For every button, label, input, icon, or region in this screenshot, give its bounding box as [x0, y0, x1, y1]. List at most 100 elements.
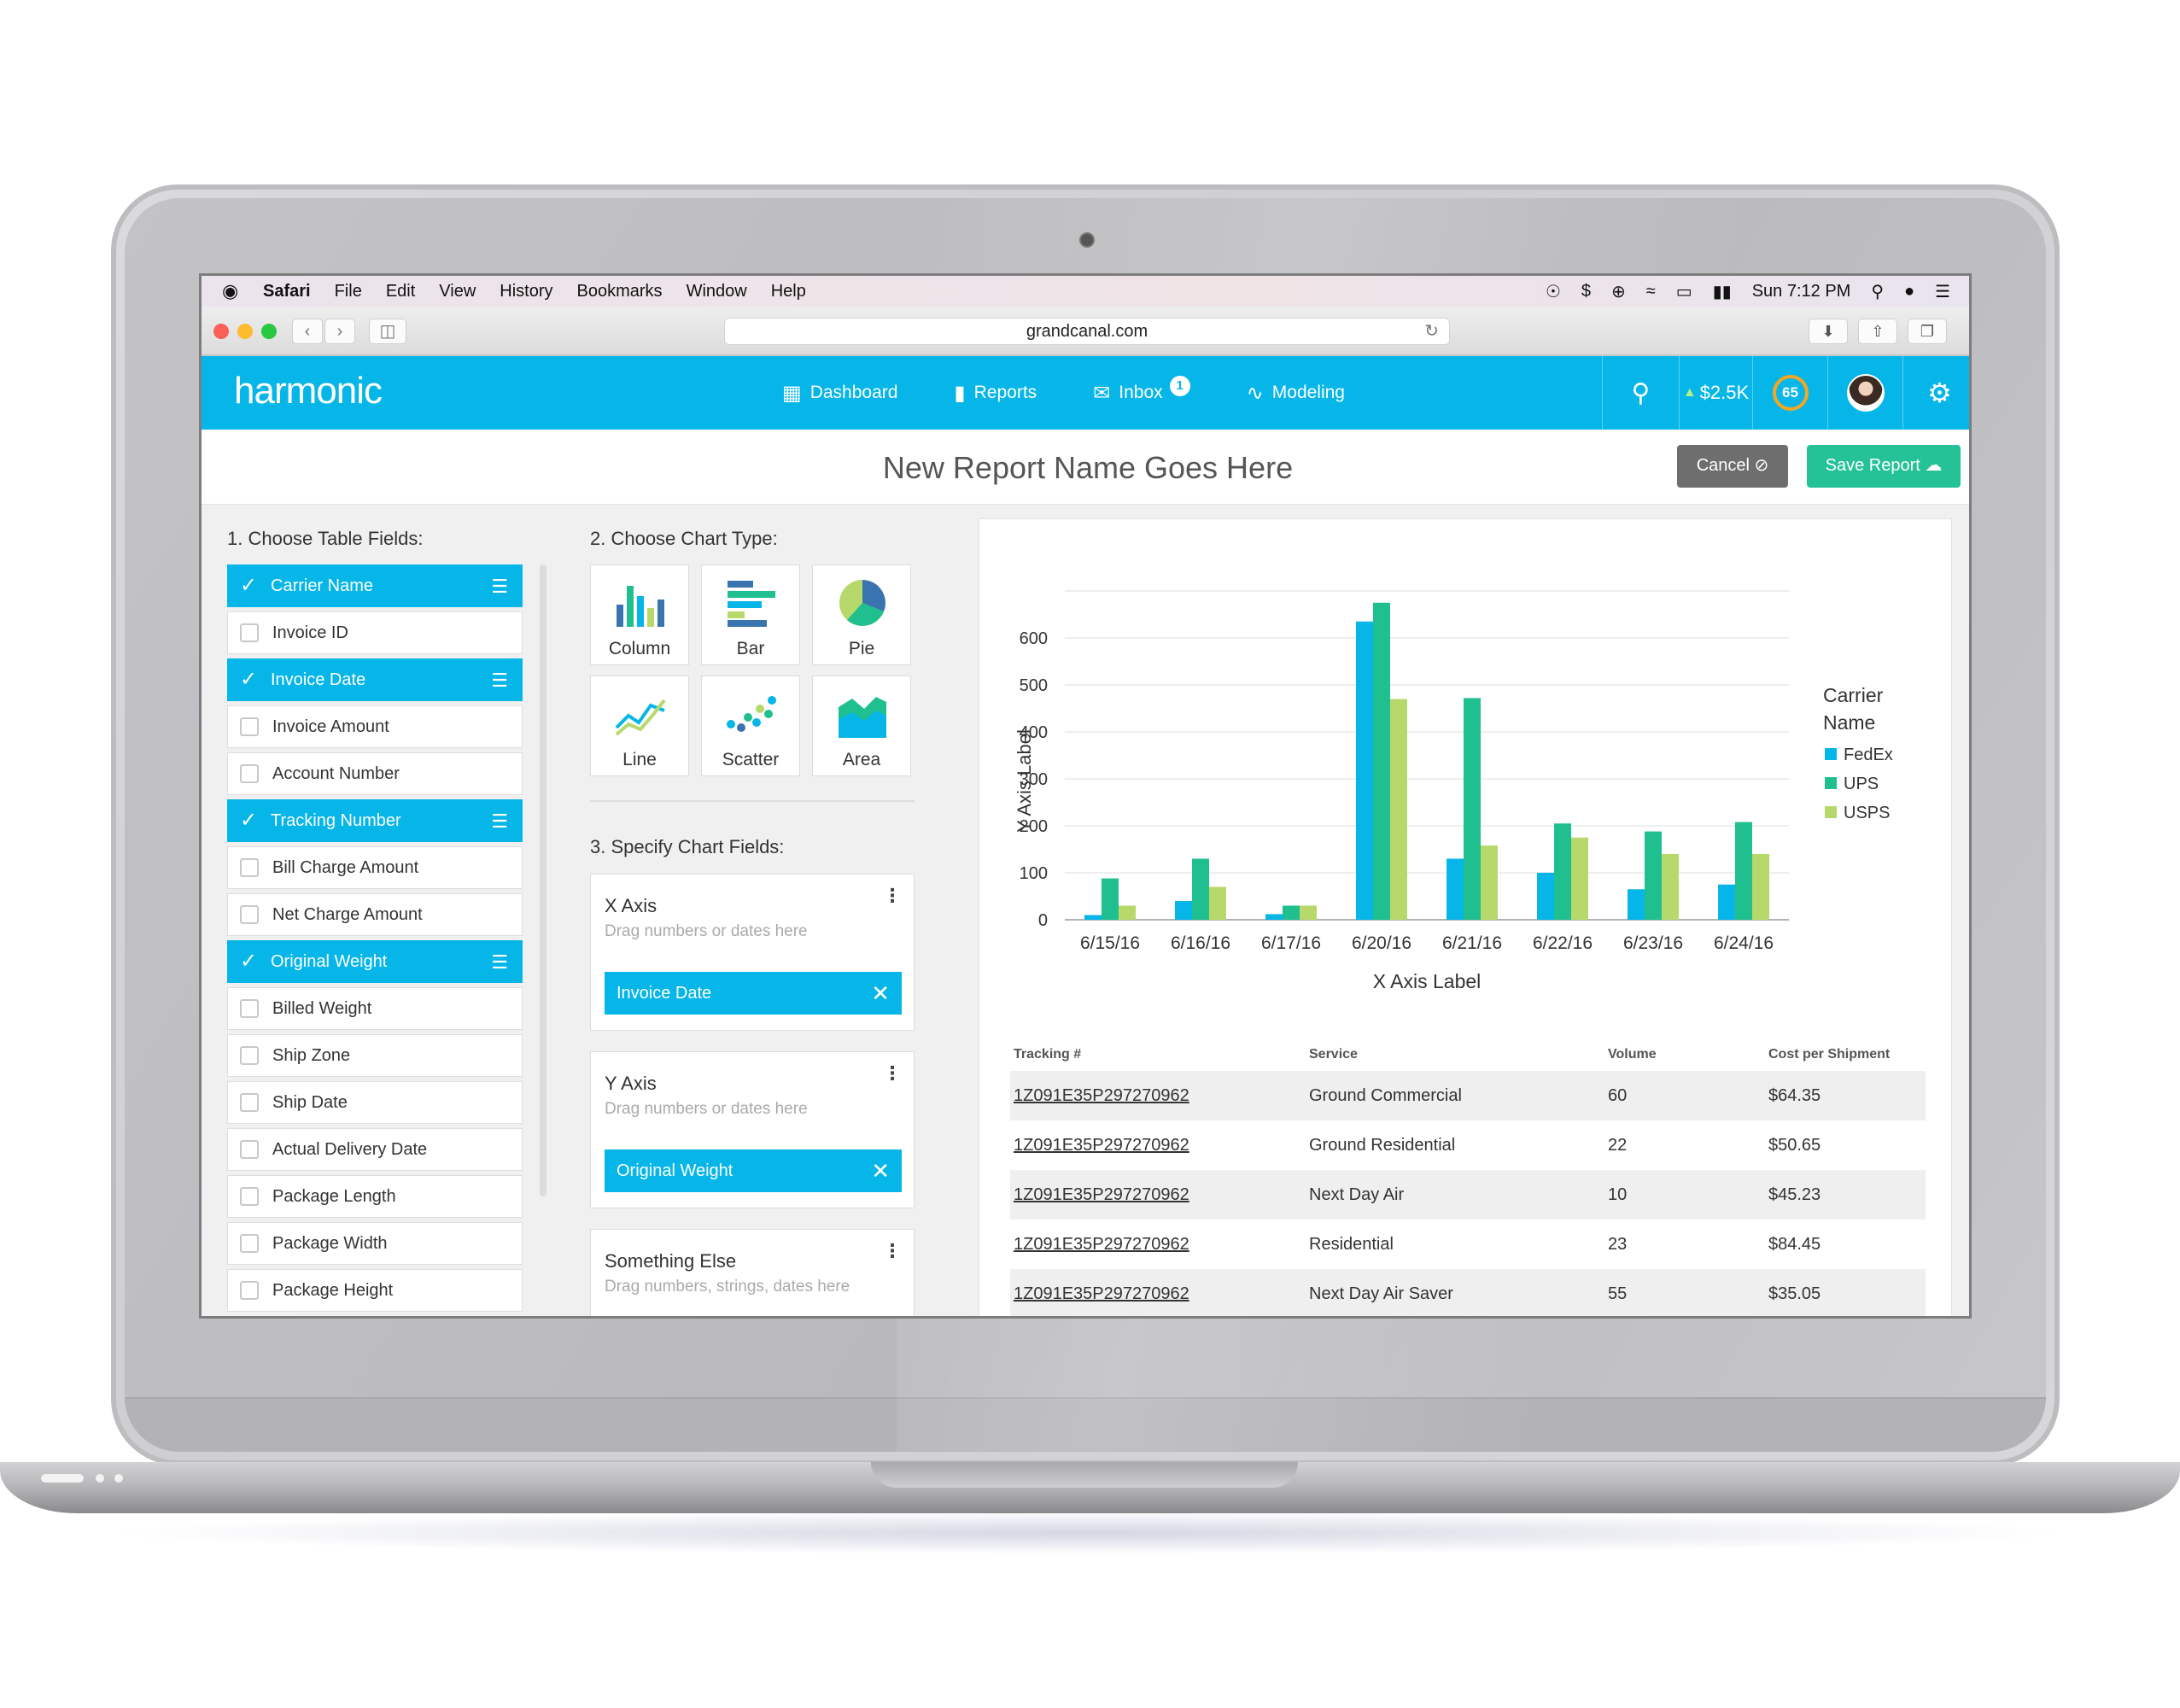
table-row[interactable]: 1Z091E35P297270962 Residential 23 $84.45	[1010, 1220, 1926, 1269]
search-icon[interactable]: ⚲	[1602, 356, 1679, 430]
back-button[interactable]: ‹	[292, 319, 323, 344]
header-cost[interactable]: Cost per Shipment	[1768, 1047, 1891, 1062]
airplay-icon[interactable]: ▭	[1675, 282, 1692, 301]
sidebar-toggle-icon[interactable]: ◫	[369, 319, 406, 344]
checkbox[interactable]	[240, 1234, 259, 1253]
table-field-item[interactable]: ✓ Original Weight ☰	[227, 940, 523, 983]
checkbox[interactable]	[240, 1093, 259, 1112]
header-service[interactable]: Service	[1309, 1047, 1358, 1062]
drag-handle-icon[interactable]: ☰	[491, 576, 508, 597]
menu-window[interactable]: Window	[686, 281, 747, 301]
tracking-link[interactable]: 1Z091E35P297270962	[1014, 1185, 1189, 1204]
header-volume[interactable]: Volume	[1608, 1047, 1657, 1062]
spotlight-icon[interactable]: ⚲	[1871, 282, 1884, 301]
gear-icon[interactable]: ⚙	[1902, 356, 1969, 430]
y-axis-field-chip[interactable]: Original Weight ✕	[605, 1149, 902, 1192]
apple-icon[interactable]: ◉	[222, 280, 239, 301]
chart-type-scatter[interactable]: Scatter	[701, 676, 800, 776]
notification-center-icon[interactable]: ☰	[1935, 282, 1950, 301]
dollar-icon[interactable]: $	[1581, 281, 1592, 301]
chart-type-line[interactable]: Line	[590, 676, 689, 776]
minimize-window-icon[interactable]	[237, 324, 253, 339]
chart-type-area[interactable]: Area	[812, 676, 911, 776]
checkmark-icon[interactable]: ✓	[240, 668, 258, 691]
reload-icon[interactable]: ↻	[1424, 322, 1439, 341]
table-field-item[interactable]: Invoice Amount	[227, 705, 523, 748]
address-bar[interactable]: grandcanal.com ↻	[724, 318, 1450, 345]
chart-type-column[interactable]: Column	[590, 564, 689, 665]
other-field-dropzone[interactable]: Something Else Drag numbers, strings, da…	[590, 1229, 915, 1316]
table-row[interactable]: 1Z091E35P297270962 Ground Commercial 60 $64…	[1010, 1071, 1926, 1120]
table-field-item[interactable]: Package Height	[227, 1269, 523, 1312]
score-indicator[interactable]: 65	[1752, 356, 1827, 430]
tracking-link[interactable]: 1Z091E35P297270962	[1014, 1136, 1189, 1155]
table-field-item[interactable]: Package Length	[227, 1175, 523, 1218]
checkbox[interactable]	[240, 1281, 259, 1300]
checkbox[interactable]	[240, 905, 259, 924]
drag-handle-icon[interactable]: ☰	[491, 670, 508, 691]
table-field-item[interactable]: Invoice ID	[227, 611, 523, 654]
tabs-overview-icon[interactable]: ❐	[1908, 319, 1947, 344]
table-field-item[interactable]: Package Width	[227, 1222, 523, 1265]
forward-button[interactable]: ›	[324, 319, 355, 344]
table-field-item[interactable]: ✓ Invoice Date ☰	[227, 658, 523, 701]
nav-modeling[interactable]: ∿ Modeling	[1247, 381, 1345, 406]
siri-icon[interactable]: ●	[1903, 281, 1915, 301]
checkbox[interactable]	[240, 717, 259, 736]
fields-scrollbar[interactable]	[540, 564, 546, 1196]
table-row[interactable]: 1Z091E35P297270962 Next Day Air 10 $45.23	[1010, 1170, 1926, 1220]
wifi-icon[interactable]: ≈	[1645, 281, 1656, 301]
remove-x-axis-icon[interactable]: ✕	[871, 980, 890, 1006]
drag-handle-icon[interactable]: ☰	[491, 810, 508, 832]
x-axis-dropzone[interactable]: X Axis Drag numbers or dates here ⋮ Invo…	[590, 874, 915, 1031]
chart-type-bar[interactable]: Bar	[701, 564, 800, 665]
remove-y-axis-icon[interactable]: ✕	[871, 1158, 890, 1184]
tracking-link[interactable]: 1Z091E35P297270962	[1014, 1235, 1189, 1254]
table-field-item[interactable]: Bill Charge Amount	[227, 846, 523, 889]
page-title[interactable]: New Report Name Goes Here	[882, 450, 1294, 485]
menu-clock[interactable]: Sun 7:12 PM	[1751, 281, 1851, 301]
save-report-button[interactable]: Save Report ☁	[1807, 445, 1961, 488]
checkbox[interactable]	[240, 1046, 259, 1065]
checkmark-icon[interactable]: ✓	[240, 574, 258, 597]
drag-handle-icon[interactable]: ☰	[491, 951, 508, 973]
table-field-item[interactable]: ✓ Carrier Name ☰	[227, 564, 523, 607]
downloads-icon[interactable]: ⬇	[1809, 319, 1848, 344]
battery-icon[interactable]: ▮▮	[1712, 282, 1732, 301]
app-logo[interactable]: harmonic	[234, 370, 383, 412]
nav-reports[interactable]: ▮ Reports	[954, 381, 1037, 406]
table-field-item[interactable]: Account Number	[227, 752, 523, 795]
checkbox[interactable]	[240, 858, 259, 877]
menu-safari[interactable]: Safari	[263, 281, 311, 301]
x-axis-field-chip[interactable]: Invoice Date ✕	[605, 972, 902, 1015]
menu-bookmarks[interactable]: Bookmarks	[576, 281, 663, 301]
header-tracking[interactable]: Tracking #	[1014, 1047, 1082, 1062]
table-row[interactable]: 1Z091E35P297270962 Next Day Air Saver 55 $3…	[1010, 1269, 1926, 1316]
table-field-item[interactable]: Billed Weight	[227, 987, 523, 1030]
y-axis-dropzone[interactable]: Y Axis Drag numbers or dates here ⋮ Orig…	[590, 1051, 915, 1208]
table-row[interactable]: 1Z091E35P297270962 Ground Residential 22 $5…	[1010, 1120, 1926, 1170]
kebab-menu-icon[interactable]: ⋮	[883, 885, 902, 906]
checkmark-icon[interactable]: ✓	[240, 809, 258, 832]
menu-file[interactable]: File	[334, 281, 362, 301]
share-icon[interactable]: ⇧	[1858, 319, 1897, 344]
menu-history[interactable]: History	[500, 281, 553, 301]
nav-dashboard[interactable]: ▦ Dashboard	[782, 381, 897, 406]
chart-type-pie[interactable]: Pie	[812, 564, 911, 665]
cancel-button[interactable]: Cancel ⊘	[1677, 445, 1788, 488]
creative-cloud-icon[interactable]: ☉	[1545, 282, 1561, 301]
nav-inbox[interactable]: ✉ Inbox 1	[1093, 376, 1190, 406]
menu-edit[interactable]: Edit	[385, 281, 416, 301]
checkmark-icon[interactable]: ✓	[240, 950, 258, 973]
tracking-link[interactable]: 1Z091E35P297270962	[1014, 1086, 1189, 1105]
menu-help[interactable]: Help	[770, 281, 806, 301]
table-field-item[interactable]: Ship Date	[227, 1081, 523, 1124]
kebab-menu-icon[interactable]: ⋮	[883, 1062, 902, 1084]
tracking-link[interactable]: 1Z091E35P297270962	[1014, 1284, 1189, 1303]
checkbox[interactable]	[240, 623, 259, 642]
balance-indicator[interactable]: ▲ $2.5K	[1679, 356, 1752, 430]
menu-view[interactable]: View	[439, 281, 476, 301]
table-field-item[interactable]: Net Charge Amount	[227, 893, 523, 936]
table-field-item[interactable]: Ship Zone	[227, 1034, 523, 1077]
checkbox[interactable]	[240, 1140, 259, 1159]
